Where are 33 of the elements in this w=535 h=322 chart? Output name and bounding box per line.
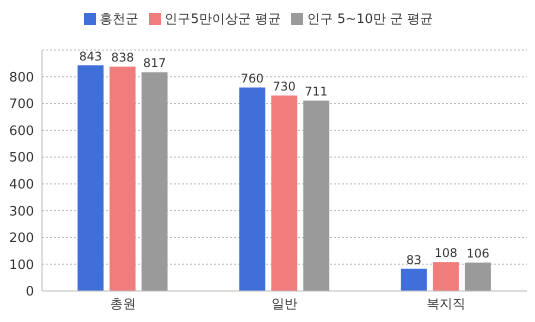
y-tick-label: 200 — [9, 231, 34, 246]
bar — [239, 87, 266, 291]
bar — [271, 96, 298, 291]
y-tick-label: 700 — [9, 97, 34, 112]
data-label: 817 — [143, 56, 166, 70]
x-tick-label: 총원 — [110, 297, 136, 312]
y-tick-label: 400 — [9, 178, 34, 193]
bar — [142, 72, 168, 291]
y-tick-label: 100 — [9, 258, 34, 273]
data-label: 730 — [272, 80, 296, 94]
data-label: 838 — [111, 50, 134, 65]
bar — [400, 268, 427, 291]
data-label: 843 — [79, 49, 102, 64]
bar — [303, 100, 330, 291]
data-label: 760 — [240, 71, 264, 86]
data-label: 83 — [406, 252, 422, 267]
bar — [110, 66, 136, 291]
bar — [464, 262, 491, 291]
bar — [78, 65, 104, 291]
legend-label: 인구 5~10만 군 평균 — [307, 12, 434, 27]
data-label: 106 — [466, 246, 490, 261]
y-tick-label: 600 — [9, 124, 34, 139]
data-label: 711 — [304, 84, 328, 99]
y-tick-label: 300 — [9, 204, 34, 220]
bar — [432, 262, 459, 291]
x-tick-label: 일반 — [272, 297, 298, 312]
legend-label: 홍천군 — [100, 12, 139, 27]
y-tick-label: 500 — [9, 150, 34, 166]
y-tick-label: 0 — [26, 284, 34, 300]
y-tick-label: 800 — [9, 70, 34, 86]
x-tick-label: 복지직 — [426, 297, 466, 312]
legend-label: 인구5만이상군 평균 — [164, 12, 282, 27]
data-label: 108 — [434, 246, 458, 260]
